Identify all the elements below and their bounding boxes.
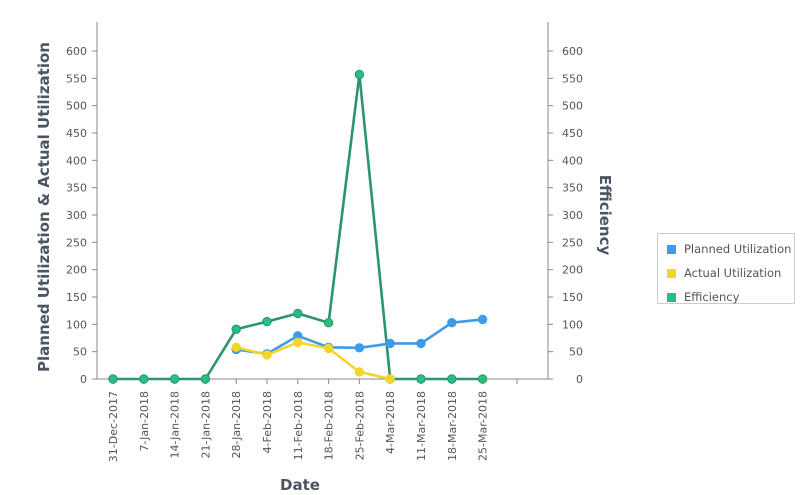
- x-tick-label: 28-Jan-2018: [230, 391, 243, 459]
- y-right-tick-label: 300: [562, 209, 583, 222]
- legend-swatch-actual: [667, 268, 676, 278]
- y-left-tick-label: 300: [66, 209, 87, 222]
- series-layer: [108, 69, 488, 384]
- data-point-efficiency[interactable]: [139, 374, 149, 384]
- y-left-axis-title: Planned Utilization & Actual Utilization: [35, 42, 53, 372]
- y-left-tick-label: 400: [66, 154, 87, 167]
- y-right-tick-label: 50: [569, 346, 583, 359]
- data-point-actual-utilization[interactable]: [231, 342, 241, 352]
- legend-item-efficiency[interactable]: Efficiency: [667, 285, 794, 309]
- x-tick-label: 11-Feb-2018: [292, 391, 305, 460]
- y-left-tick-label: 250: [66, 236, 87, 249]
- x-tick-label: 14-Jan-2018: [169, 391, 182, 459]
- x-tick-label: 18-Feb-2018: [323, 391, 336, 460]
- data-point-efficiency[interactable]: [231, 324, 241, 334]
- y-right-tick-label: 600: [562, 45, 583, 58]
- data-point-efficiency[interactable]: [200, 374, 211, 384]
- x-tick-label: 4-Mar-2018: [384, 391, 397, 454]
- legend: Planned Utilization Actual Utilization E…: [657, 233, 795, 304]
- y-right-tick-label: 150: [562, 291, 583, 304]
- data-point-actual-utilization[interactable]: [354, 367, 365, 377]
- y-left-tick-label: 450: [66, 127, 87, 140]
- data-point-planned-utilization[interactable]: [477, 314, 488, 325]
- data-point-actual-utilization[interactable]: [385, 374, 395, 384]
- y-left-tick-label: 200: [66, 264, 87, 277]
- y-left-tick-label: 500: [66, 100, 87, 113]
- data-point-efficiency[interactable]: [108, 374, 118, 384]
- legend-item-planned[interactable]: Planned Utilization: [667, 237, 794, 261]
- data-point-planned-utilization[interactable]: [447, 317, 457, 328]
- legend-swatch-planned: [667, 244, 676, 254]
- y-left-tick-label: 600: [66, 45, 87, 58]
- y-right-tick-label: 400: [562, 154, 583, 167]
- data-point-actual-utilization[interactable]: [262, 350, 272, 360]
- legend-label-efficiency: Efficiency: [684, 290, 740, 304]
- x-tick-label: 7-Jan-2018: [138, 391, 151, 452]
- x-tick-label: 25-Feb-2018: [353, 391, 366, 460]
- data-point-efficiency[interactable]: [447, 374, 457, 384]
- data-point-planned-utilization[interactable]: [385, 338, 395, 349]
- x-tick-label: 25-Mar-2018: [477, 391, 490, 461]
- legend-label-planned: Planned Utilization: [684, 242, 792, 256]
- y-right-tick-label: 0: [576, 373, 583, 386]
- y-right-axis-title: Efficiency: [596, 175, 614, 256]
- y-left-tick-label: 50: [73, 346, 87, 359]
- x-tick-label: 11-Mar-2018: [415, 391, 428, 461]
- y-left-tick-label: 350: [66, 182, 87, 195]
- legend-item-actual[interactable]: Actual Utilization: [667, 261, 794, 285]
- y-right-tick-label: 450: [562, 127, 583, 140]
- y-right-tick-label: 500: [562, 100, 583, 113]
- y-left-tick-label: 0: [80, 373, 87, 386]
- y-right-tick-label: 250: [562, 236, 583, 249]
- data-point-efficiency[interactable]: [169, 374, 180, 384]
- x-tick-label: 31-Dec-2017: [107, 391, 120, 462]
- x-axis-title: Date: [280, 476, 320, 494]
- data-point-planned-utilization[interactable]: [416, 338, 426, 349]
- y-right-tick-label: 550: [562, 72, 583, 85]
- x-tick-label: 4-Feb-2018: [261, 391, 274, 453]
- y-left-tick-label: 150: [66, 291, 87, 304]
- tick-labels: 0 0 50 50 100 100 150 150 200 200 250 250 300 300 350 3…: [66, 45, 583, 462]
- series-line-actual-utilization: [235, 341, 391, 381]
- y-left-tick-label: 550: [66, 72, 87, 85]
- y-right-tick-label: 100: [562, 318, 583, 331]
- data-point-efficiency[interactable]: [293, 308, 303, 319]
- data-point-planned-utilization[interactable]: [354, 343, 365, 353]
- y-right-tick-label: 350: [562, 182, 583, 195]
- x-tick-label: 18-Mar-2018: [446, 391, 459, 461]
- legend-swatch-efficiency: [667, 292, 676, 302]
- data-point-efficiency[interactable]: [416, 374, 426, 384]
- data-point-actual-utilization[interactable]: [293, 337, 303, 348]
- data-point-actual-utilization[interactable]: [323, 343, 334, 354]
- axes: [92, 22, 553, 384]
- y-left-tick-label: 100: [66, 318, 87, 331]
- data-point-efficiency[interactable]: [354, 69, 365, 80]
- legend-label-actual: Actual Utilization: [684, 266, 782, 280]
- x-tick-label: 21-Jan-2018: [199, 391, 212, 459]
- data-point-efficiency[interactable]: [477, 374, 488, 384]
- y-right-tick-label: 200: [562, 264, 583, 277]
- data-point-efficiency[interactable]: [323, 317, 334, 328]
- data-point-efficiency[interactable]: [262, 316, 272, 327]
